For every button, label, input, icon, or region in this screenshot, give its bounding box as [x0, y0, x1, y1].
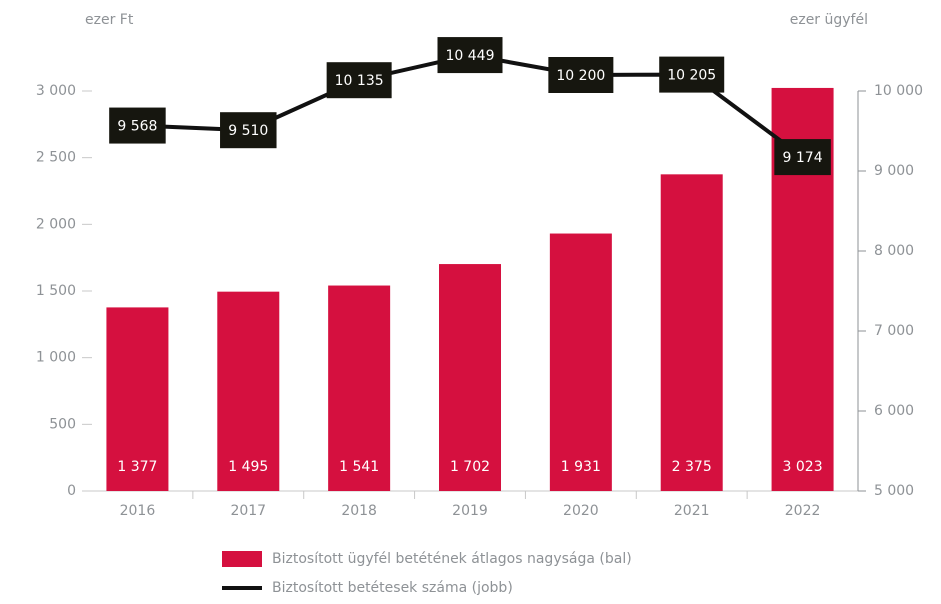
y2-axis-title: ezer ügyfél [790, 12, 868, 28]
legend-label: Biztosított betétesek száma (jobb) [272, 580, 513, 596]
y2-tick-label: 6 000 [874, 403, 914, 419]
line-value-label: 10 135 [335, 73, 384, 89]
x-tick-label: 2021 [674, 503, 710, 519]
line-value-label: 9 510 [228, 123, 268, 139]
bar-value-label: 1 495 [228, 459, 268, 475]
y2-tick-label: 8 000 [874, 243, 914, 259]
bar [439, 264, 501, 491]
line-label-box [437, 37, 503, 74]
legend-swatch [222, 551, 262, 567]
line-value-label: 9 568 [117, 119, 157, 135]
legend-label: Biztosított ügyfél betétének átlagos nag… [272, 551, 632, 567]
line-label-box [109, 107, 166, 144]
line-value-label: 10 205 [667, 68, 716, 84]
bar [549, 233, 612, 492]
x-tick-label: 2016 [120, 503, 156, 519]
bar-value-label: 1 702 [450, 459, 490, 475]
line-label-box [774, 139, 831, 176]
line-label-box [659, 56, 725, 93]
y-tick-label: 2 000 [36, 216, 76, 232]
y2-tick-label: 7 000 [874, 323, 914, 339]
x-tick-label: 2020 [563, 503, 599, 519]
x-tick-label: 2017 [230, 503, 266, 519]
x-tick-label: 2022 [785, 503, 821, 519]
y2-tick-label: 5 000 [874, 483, 914, 499]
line-label-box [220, 112, 277, 149]
bar-value-label: 1 377 [117, 459, 157, 475]
y-tick-label: 0 [67, 483, 76, 499]
bar-value-label: 1 931 [561, 459, 601, 475]
y-tick-label: 1 500 [36, 283, 76, 299]
x-tick-label: 2018 [341, 503, 377, 519]
bar-value-label: 2 375 [672, 459, 712, 475]
line-value-label: 10 200 [556, 68, 605, 84]
line-label-box [326, 62, 392, 99]
bar [217, 291, 280, 491]
line-value-label: 9 174 [783, 150, 823, 166]
line-value-label: 10 449 [446, 48, 495, 64]
line-label-box [548, 57, 614, 93]
y-axis-title: ezer Ft [85, 12, 134, 28]
bar [660, 174, 723, 492]
y-tick-label: 1 000 [36, 350, 76, 366]
bar [328, 285, 391, 491]
bar-value-label: 1 541 [339, 459, 379, 475]
y2-tick-label: 10 000 [874, 83, 923, 99]
y-tick-label: 2 500 [36, 150, 76, 166]
y-tick-label: 500 [49, 416, 76, 432]
x-tick-label: 2019 [452, 503, 488, 519]
bar-value-label: 3 023 [783, 459, 823, 475]
bar [106, 307, 169, 491]
y2-tick-label: 9 000 [874, 163, 914, 179]
y-tick-label: 3 000 [36, 83, 76, 99]
